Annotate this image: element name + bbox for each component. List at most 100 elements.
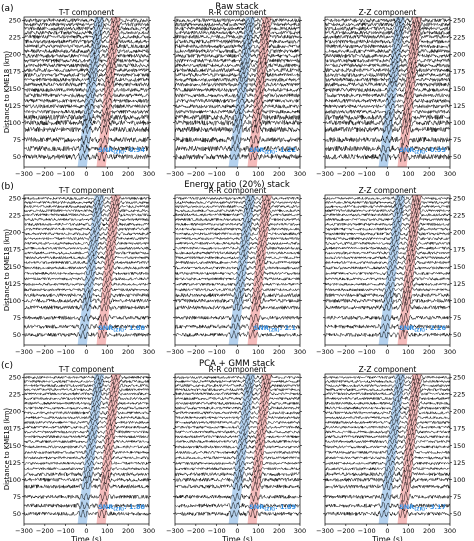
waveform-trace (24, 202, 149, 210)
waveform-trace (175, 57, 300, 65)
y-tick-label: 225 (9, 391, 21, 399)
waveform-trace (175, 442, 300, 451)
waveform-trace (24, 24, 149, 33)
waveform-trace (24, 221, 149, 229)
waveform-trace (175, 215, 300, 223)
x-tick-label: 0 (235, 348, 239, 356)
x-tick-label: −300 (15, 348, 33, 356)
waveform-trace (175, 386, 300, 394)
blue-time-window (228, 17, 255, 167)
component-label: R-R component (209, 8, 267, 17)
x-tick-label: 100 (252, 348, 264, 356)
row-title: Energy ratio (20%) stack (184, 180, 290, 190)
waveform-trace (325, 46, 450, 56)
waveform-trace (24, 80, 149, 89)
waveform-trace (325, 229, 450, 239)
red-time-window (247, 17, 272, 167)
y-tick-label: 50 (13, 331, 21, 339)
x-tick-label: −100 (358, 527, 376, 535)
x-tick-label: 0 (84, 527, 88, 535)
waveform-trace (24, 226, 149, 233)
y-tick-label: 125 (9, 459, 21, 467)
waveform-trace (175, 229, 300, 238)
waveform-trace (175, 290, 300, 300)
x-tick-label: −200 (337, 527, 355, 535)
waveform-trace (24, 501, 149, 511)
waveform-trace (175, 475, 300, 485)
waveform-trace (325, 150, 450, 162)
waveform-trace (24, 269, 149, 278)
y-tick-label: 125 (453, 280, 465, 288)
waveform-trace (175, 274, 300, 283)
waveform-trace (175, 438, 300, 446)
blue-time-window (378, 374, 405, 524)
x-tick-label: −300 (166, 348, 184, 356)
waveform-trace (24, 101, 149, 110)
y-tick-label: 75 (453, 314, 461, 322)
waveform-trace (24, 20, 149, 29)
x-tick-label: 300 (143, 348, 155, 356)
y-tick-label: 50 (453, 331, 461, 339)
waveform-trace (24, 56, 149, 65)
y-tick-label: 225 (9, 212, 21, 220)
waveform-trace (325, 248, 450, 257)
component-label: R-R component (209, 186, 267, 195)
waveform-trace (24, 470, 149, 480)
waveform-trace (24, 385, 149, 393)
y-tick-label: 150 (453, 442, 465, 450)
x-tick-label: −300 (316, 348, 334, 356)
waveform-trace (325, 108, 450, 117)
waveform-trace (325, 20, 450, 29)
waveform-trace (24, 280, 149, 288)
waveform-trace (175, 66, 300, 75)
waveform-trace (24, 404, 149, 413)
waveform-trace (325, 374, 450, 382)
red-time-window (96, 195, 121, 345)
x-tick-label: 200 (423, 527, 435, 535)
y-tick-label: 250 (453, 195, 465, 203)
snr-label: SNR(ZR): 1.88 (98, 503, 145, 513)
red-time-window (96, 17, 121, 167)
snr-label: SNR(ZR): 3.17 (399, 503, 446, 513)
waveform-trace (325, 66, 450, 75)
y-tick-label: 50 (453, 510, 461, 518)
waveform-trace (325, 289, 450, 302)
x-tick-label: 100 (402, 170, 414, 178)
x-tick-label: 100 (101, 348, 113, 356)
y-tick-label: 200 (9, 229, 21, 237)
waveform-trace (24, 37, 149, 46)
x-tick-label: 300 (444, 170, 456, 178)
y-tick-label: 250 (9, 374, 21, 382)
waveform-trace (325, 321, 450, 334)
x-tick-label: −200 (187, 527, 205, 535)
waveform-trace (325, 377, 450, 386)
y-tick-label: 125 (453, 102, 465, 110)
waveform-panel: R-R component SNR(ZR): 2.1 −300 −200 −100 0 10… (166, 186, 306, 356)
x-tick-label: 300 (143, 527, 155, 535)
waveform-trace (325, 41, 450, 52)
waveform-trace (175, 220, 300, 228)
x-tick-label: 0 (385, 348, 389, 356)
waveform-trace (175, 253, 300, 262)
x-tick-label: −200 (187, 170, 205, 178)
x-tick-label: −200 (36, 348, 54, 356)
waveform-trace (325, 253, 450, 262)
row-letter: (b) (1, 182, 14, 192)
x-tick-label: 200 (273, 527, 285, 535)
x-tick-label: −300 (166, 527, 184, 535)
x-tick-label: 200 (423, 348, 435, 356)
waveform-trace (24, 118, 149, 129)
waveform-trace (24, 29, 149, 37)
y-tick-label: 100 (9, 297, 21, 305)
y-tick-label: 150 (453, 263, 465, 271)
waveform-trace (24, 433, 149, 441)
component-label: Z-Z component (359, 186, 417, 195)
x-tick-label: −300 (316, 527, 334, 535)
waveform-trace (325, 481, 450, 493)
x-tick-label: 100 (252, 527, 264, 535)
waveform-trace (325, 442, 450, 452)
waveform-trace (175, 409, 300, 417)
waveform-trace (325, 220, 450, 229)
waveform-trace (24, 377, 149, 386)
waveform-trace (325, 29, 450, 37)
